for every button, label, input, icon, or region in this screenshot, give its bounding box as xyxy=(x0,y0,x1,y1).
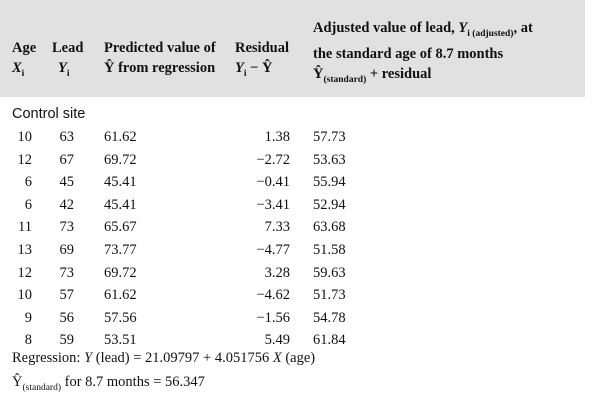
age-cell: 11 xyxy=(18,219,32,236)
header-adjusted-line1: Adjusted value of lead, xyxy=(313,20,459,36)
residual-cell: −3.41 xyxy=(256,196,290,213)
header-predicted: Predicted value of Ŷ from regression xyxy=(104,38,216,78)
lead-cell: 45 xyxy=(59,174,75,191)
adjusted-cell: 51.58 xyxy=(313,242,346,258)
table-row: 8 59 53.51 5.49 61.84 xyxy=(0,329,585,351)
header-lead-label: Lead xyxy=(52,40,84,56)
predicted-cell: 57.56 xyxy=(104,309,137,326)
regression-age: (age) xyxy=(281,350,316,366)
header-residual-var: Y xyxy=(235,60,244,76)
header-adjusted-var: Y xyxy=(458,20,468,36)
header-residual-minus: − Ŷ xyxy=(246,60,273,76)
residual-cell: −0.41 xyxy=(256,174,290,191)
age-cell: 10 xyxy=(17,287,33,304)
age-cell: 12 xyxy=(17,151,33,168)
predicted-cell: 61.62 xyxy=(104,129,137,145)
table-row: 11 73 65.67 7.33 63.68 xyxy=(0,216,585,238)
header-predicted-line1: Predicted value of xyxy=(104,40,216,56)
table-row: 12 73 69.72 3.28 59.63 xyxy=(0,262,585,284)
header-adjusted-yhat: Ŷ xyxy=(313,65,324,82)
lead-cell: 56 xyxy=(59,309,75,326)
adjusted-cell: 63.68 xyxy=(313,219,346,236)
header-age-label: Age xyxy=(12,40,37,56)
header-age: Age Xi xyxy=(12,38,36,84)
adjusted-cell: 54.78 xyxy=(313,309,346,326)
table-row: 10 57 61.62 −4.62 51.73 xyxy=(0,284,585,306)
regression-equation: (lead) = 21.09797 + 4.051756 xyxy=(92,350,273,366)
lead-cell: 63 xyxy=(59,129,75,145)
residual-cell: −1.56 xyxy=(256,309,290,326)
age-cell: 8 xyxy=(24,332,32,349)
header-residual-line1: Residual xyxy=(235,40,289,56)
lead-cell: 42 xyxy=(59,196,75,213)
header-adjusted: Adjusted value of lead, Yi (adjusted), a… xyxy=(313,18,533,90)
header-age-var: X xyxy=(12,60,22,76)
age-cell: 10 xyxy=(17,129,33,145)
predicted-cell: 45.41 xyxy=(104,196,137,213)
adjusted-cell: 57.73 xyxy=(313,129,346,145)
header-lead-var: Y xyxy=(58,60,67,76)
table-header: Age Xi Lead Yi Predicted value of Ŷ from… xyxy=(0,0,585,97)
lead-cell: 57 xyxy=(59,287,75,304)
residual-cell: 5.49 xyxy=(264,332,290,349)
header-adjusted-plus: + residual xyxy=(366,65,432,82)
residual-cell: −4.77 xyxy=(256,242,290,258)
adjusted-cell: 53.63 xyxy=(313,151,346,168)
adjusted-cell: 51.73 xyxy=(313,287,346,304)
standard-line: Ŷ(standard) for 8.7 months = 56.347 xyxy=(12,372,205,398)
header-adjusted-sub: i (adjusted) xyxy=(467,28,514,39)
lead-cell: 59 xyxy=(59,332,75,349)
predicted-cell: 53.51 xyxy=(104,332,137,349)
residual-cell: −4.62 xyxy=(256,287,290,304)
table-row: 6 42 45.41 −3.41 52.94 xyxy=(0,194,585,216)
header-lead-sub: i xyxy=(66,68,70,79)
predicted-cell: 65.67 xyxy=(104,219,137,236)
section-label: Control site xyxy=(12,106,86,122)
predicted-cell: 69.72 xyxy=(104,151,137,168)
residual-cell: 7.33 xyxy=(264,219,290,236)
age-cell: 13 xyxy=(17,242,33,258)
lead-cell: 69 xyxy=(59,242,75,258)
regression-x: X xyxy=(272,350,282,366)
lead-cell: 73 xyxy=(59,219,75,236)
lead-cell: 73 xyxy=(59,264,75,281)
lead-cell: 67 xyxy=(59,151,75,168)
adjusted-cell: 52.94 xyxy=(313,196,346,213)
residual-cell: 3.28 xyxy=(264,264,290,281)
predicted-cell: 69.72 xyxy=(104,264,137,281)
header-adjusted-at: , at xyxy=(513,20,533,36)
predicted-cell: 45.41 xyxy=(104,174,137,191)
table-row: 9 56 57.56 −1.56 54.78 xyxy=(0,307,585,329)
age-cell: 6 xyxy=(24,196,32,213)
residual-cell: 1.38 xyxy=(264,129,290,145)
table-row: 10 63 61.62 1.38 57.73 xyxy=(0,126,585,148)
header-age-sub: i xyxy=(21,68,25,79)
standard-sub: (standard) xyxy=(22,382,61,393)
adjusted-cell: 55.94 xyxy=(313,174,346,191)
header-residual-sub: i xyxy=(243,68,247,79)
age-cell: 12 xyxy=(17,264,33,281)
regression-line: Regression: Y (lead) = 21.09797 + 4.0517… xyxy=(12,348,315,368)
header-adjusted-line2: the standard age of 8.7 months xyxy=(313,45,504,62)
age-cell: 9 xyxy=(24,309,32,326)
table-row: 13 69 73.77 −4.77 51.58 xyxy=(0,239,585,261)
age-cell: 6 xyxy=(24,174,32,191)
standard-value: for 8.7 months = 56.347 xyxy=(61,374,205,390)
header-predicted-line2: Ŷ from regression xyxy=(104,60,216,76)
header-residual: Residual Yi − Ŷ xyxy=(235,38,289,84)
header-lead: Lead Yi xyxy=(52,38,83,84)
adjusted-cell: 61.84 xyxy=(313,332,346,349)
residual-cell: −2.72 xyxy=(256,151,290,168)
predicted-cell: 73.77 xyxy=(104,242,137,258)
standard-yhat: Ŷ xyxy=(12,374,23,390)
predicted-cell: 61.62 xyxy=(104,287,137,304)
table-row: 6 45 45.41 −0.41 55.94 xyxy=(0,171,585,193)
adjusted-cell: 59.63 xyxy=(313,264,346,281)
regression-y: Y xyxy=(84,350,93,366)
header-adjusted-standard: (standard) xyxy=(323,74,367,85)
table-row: 12 67 69.72 −2.72 53.63 xyxy=(0,149,585,171)
regression-prefix: Regression: xyxy=(12,350,85,366)
